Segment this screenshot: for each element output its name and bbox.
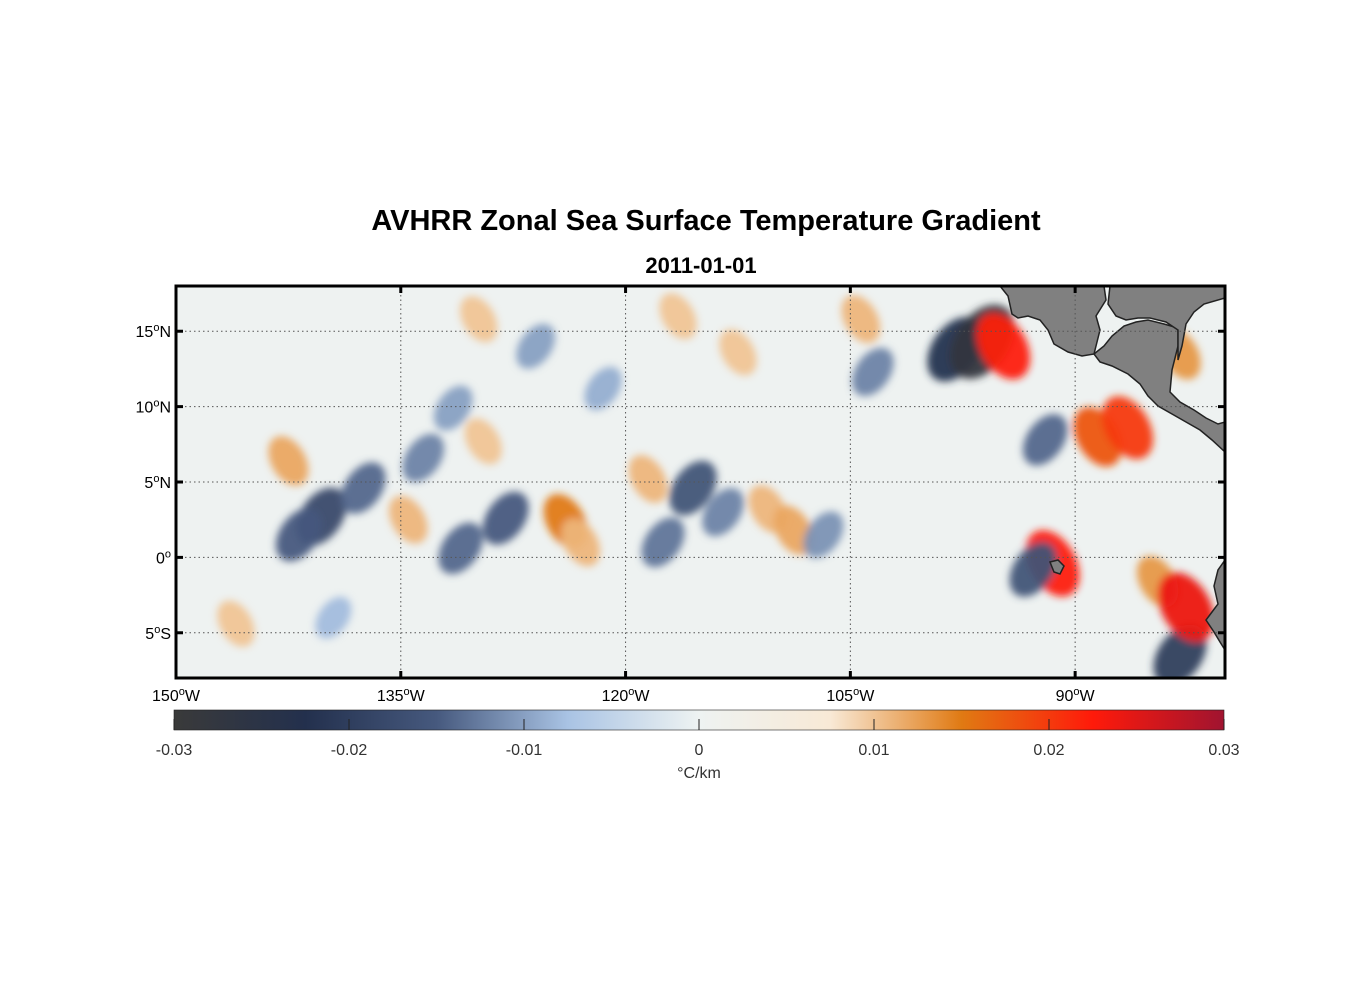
colorbar-tick-label: -0.01 xyxy=(506,742,543,759)
longitude-label: 135oW xyxy=(377,686,426,705)
graticule xyxy=(176,286,1225,678)
longitude-label: 105oW xyxy=(826,686,875,705)
land-galapagos xyxy=(1048,559,1065,575)
land-south-america xyxy=(1205,558,1225,652)
cool-gradient-patch xyxy=(641,517,685,568)
cool-gradient-patch xyxy=(275,508,322,562)
colorbar-tick-label: 0 xyxy=(695,742,704,759)
longitude-labels: 150oW 135oW 120oW 105oW 90oW xyxy=(152,686,1096,705)
land-mask xyxy=(898,286,1225,652)
cool-gradient-patch xyxy=(433,385,473,431)
warm-gradient-patch xyxy=(628,455,668,503)
cool-gradient-patch xyxy=(341,462,386,514)
map-frame xyxy=(174,284,1227,680)
latitude-label: 15oN xyxy=(136,322,171,341)
warm-gradient-patch xyxy=(719,329,757,376)
map-subtitle: 2011-01-01 xyxy=(645,253,757,278)
cool-gradient-patch xyxy=(315,596,352,639)
land-caribbean xyxy=(1107,286,1225,361)
colorbar-ticks xyxy=(173,719,1225,730)
gradient-field xyxy=(217,293,1215,678)
cool-gradient-patch xyxy=(482,491,529,545)
cool-gradient-patch xyxy=(803,511,844,559)
map-panel: 150oW 135oW 120oW 105oW 90oW 15oN 10oN 5oN 0o 5o… xyxy=(136,284,1227,705)
feature-layer xyxy=(217,293,1215,678)
warm-gradient-patch xyxy=(976,313,1031,380)
cool-gradient-patch xyxy=(851,347,894,397)
cool-gradient-patch xyxy=(516,323,556,369)
cool-gradient-patch xyxy=(669,460,717,516)
land-mexico xyxy=(898,286,1107,357)
latitude-label: 5oS xyxy=(145,624,171,643)
map-title: AVHRR Zonal Sea Surface Temperature Grad… xyxy=(371,205,1041,237)
colorbar-tick-labels: -0.03 -0.02 -0.01 0 0.01 0.02 0.03 xyxy=(156,742,1240,759)
longitude-label: 150oW xyxy=(152,686,201,705)
colorbar-tick-label: -0.02 xyxy=(331,742,368,759)
colorbar: -0.03 -0.02 -0.01 0 0.01 0.02 0.03 °C/km xyxy=(156,709,1240,782)
longitude-label: 120oW xyxy=(602,686,651,705)
warm-gradient-patch xyxy=(561,518,600,567)
cool-gradient-patch xyxy=(402,433,445,482)
cool-gradient-patch xyxy=(702,488,744,537)
warm-gradient-patch xyxy=(464,418,502,465)
warm-gradient-patch xyxy=(1157,572,1215,642)
colorbar-tick-label: -0.03 xyxy=(156,742,193,759)
colorbar-unit-label: °C/km xyxy=(677,765,721,782)
cool-gradient-patch xyxy=(1022,414,1068,466)
latitude-labels: 15oN 10oN 5oN 0o 5oS xyxy=(136,322,171,643)
cool-gradient-patch xyxy=(438,522,484,575)
warm-gradient-patch xyxy=(460,296,498,343)
warm-gradient-patch xyxy=(659,293,697,340)
cool-gradient-patch xyxy=(1009,542,1057,597)
cool-gradient-patch xyxy=(584,366,622,411)
land-central-america xyxy=(1092,319,1225,454)
colorbar-tick-label: 0.02 xyxy=(1033,742,1064,759)
colorbar-tick-label: 0.01 xyxy=(858,742,889,759)
warm-gradient-patch xyxy=(217,600,255,647)
colorbar-tick-label: 0.03 xyxy=(1208,742,1239,759)
latitude-label: 5oN xyxy=(144,473,171,492)
latitude-label: 10oN xyxy=(136,398,171,417)
warm-gradient-patch xyxy=(388,495,428,544)
warm-gradient-patch xyxy=(268,436,309,486)
longitude-label: 90oW xyxy=(1056,686,1096,705)
latitude-label: 0o xyxy=(156,548,171,567)
warm-gradient-patch xyxy=(1102,396,1154,460)
